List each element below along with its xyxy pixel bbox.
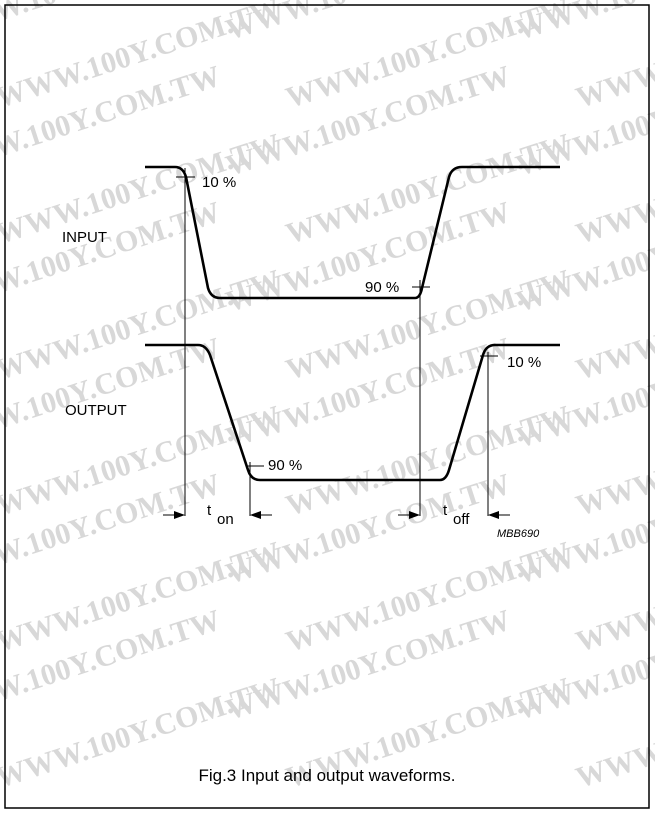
- level-label: 10 %: [507, 354, 541, 371]
- level-label: 90 %: [268, 457, 302, 474]
- arrowheads: [174, 511, 499, 519]
- output-waveform: [145, 343, 560, 482]
- measure-lines: [163, 168, 510, 516]
- caption: Fig.3 Input and output waveforms.: [198, 766, 455, 785]
- interval-subscript: on: [217, 511, 234, 528]
- watermark-layer: WWW.100Y.COM.TWWWW.100Y.COM.TWWWW.100Y.C…: [0, 0, 655, 795]
- figure-code: MBB690: [497, 528, 540, 540]
- level-label: 10 %: [202, 174, 236, 191]
- interval-symbol: t: [443, 502, 448, 519]
- signal-label: INPUT: [62, 229, 107, 246]
- level-label: 90 %: [365, 279, 399, 296]
- input-waveform: [145, 165, 560, 300]
- signal-label: OUTPUT: [65, 402, 127, 419]
- frame: [4, 4, 650, 809]
- interval-subscript: off: [453, 511, 470, 528]
- interval-symbol: t: [207, 502, 212, 519]
